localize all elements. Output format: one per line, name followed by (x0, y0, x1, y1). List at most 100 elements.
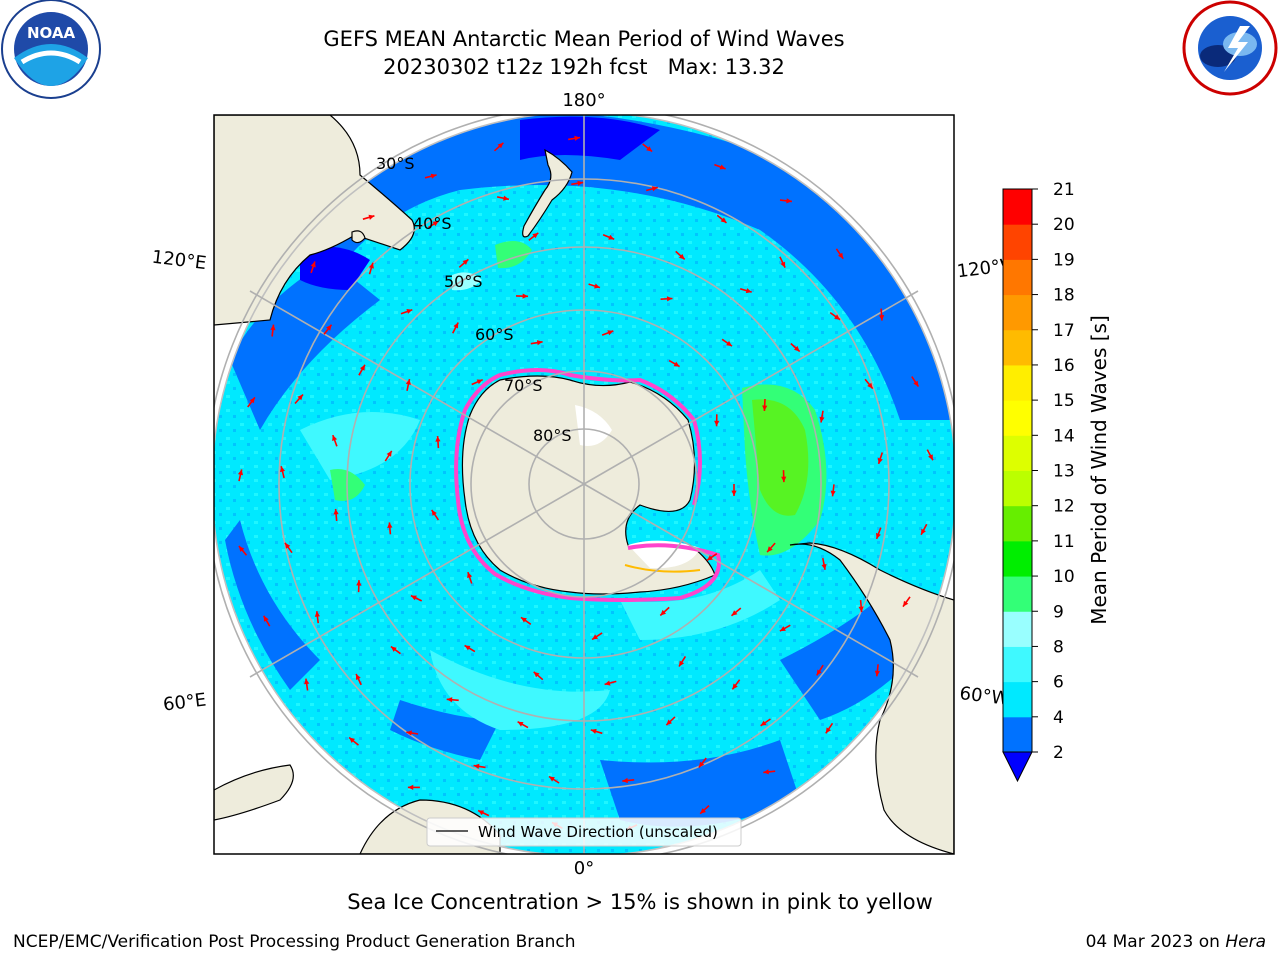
colorbar-band (1003, 329, 1032, 366)
lon-label-upper-left: 120°E (151, 247, 208, 275)
wave-direction-arrowhead (666, 296, 673, 302)
wave-direction-arrowhead (464, 645, 471, 651)
wave-direction-arrowhead (446, 697, 453, 703)
new-zealand (522, 148, 573, 238)
wave-direction-arrowhead (574, 135, 581, 141)
wave-direction-arrowhead (874, 670, 880, 677)
wave-direction-arrowhead (356, 674, 361, 680)
run-date: 04 Mar 2023 on Hera (1086, 932, 1266, 952)
colorbar-band (1003, 364, 1032, 401)
wave-direction-arrowhead (903, 600, 909, 607)
wave-direction-arrowhead (577, 180, 584, 186)
wave-direction-arrowhead (622, 777, 628, 784)
wave-direction-arrowhead (590, 728, 597, 734)
wave-direction-arrowhead (786, 198, 792, 204)
tasmania (351, 230, 366, 244)
colorbar-band (1003, 646, 1032, 683)
wave-direction-arrowhead (731, 610, 738, 616)
noaa-logo-label: NOAA (27, 24, 76, 42)
wave-direction-arrowhead (304, 678, 310, 685)
wave-direction-arrowhead (410, 595, 417, 601)
wave-direction-arrowhead (700, 808, 706, 814)
colorbar-band (1003, 259, 1032, 296)
wave-direction-arrowhead (349, 737, 355, 743)
wave-direction-arrowhead (762, 405, 768, 411)
wave-direction-arrowhead (928, 454, 933, 461)
colorbar-band (1003, 576, 1032, 612)
wave-direction-arrowhead (536, 340, 543, 346)
wave-direction-arrowhead (780, 261, 786, 268)
lat-label: 80°S (533, 426, 572, 445)
colorbar-band (1003, 294, 1032, 331)
wave-direction-arrowhead (678, 253, 685, 260)
wave-direction-arrowhead (781, 476, 787, 483)
wave-direction-arrowhead (270, 324, 276, 331)
wave-direction-arrowhead (285, 542, 291, 549)
wave-direction-arrowhead (390, 646, 397, 652)
colorbar-band (1003, 224, 1032, 260)
colorbar-tick-label: 13 (1053, 462, 1075, 482)
wave-direction-arrowhead (406, 309, 413, 314)
wave-direction-arrowhead (838, 252, 844, 259)
wave-direction-arrowhead (608, 234, 615, 240)
noaa-logo: NOAA (1, 0, 101, 99)
wave-direction-arrowhead (830, 490, 836, 497)
wave-direction-arrowhead (360, 364, 365, 371)
colorbar-tick-label: 16 (1053, 356, 1075, 376)
wave-direction-arrowhead (921, 528, 926, 535)
colorbar-band (1003, 505, 1032, 542)
wave-direction-arrowhead (651, 186, 658, 192)
madagascar (214, 764, 294, 821)
colorbar-bands (1003, 189, 1032, 753)
colorbar-label: Mean Period of Wind Waves [s] (1087, 315, 1111, 625)
wave-direction-arrowhead (858, 606, 864, 613)
lon-label-lower-left: 60°E (162, 689, 208, 715)
colorbar-tick-label: 14 (1053, 426, 1075, 446)
machine-name: Hera (1225, 932, 1266, 952)
wave-direction-arrowhead (326, 324, 332, 331)
colorbar-tick-label: 15 (1053, 391, 1075, 411)
wave-direction-arrowhead (517, 721, 524, 727)
graticule (214, 115, 954, 854)
wave-direction-arrowhead (387, 522, 393, 528)
colorbar-band (1003, 681, 1032, 718)
map-area: Wind Wave Direction (unscaled) (214, 115, 954, 854)
legend: Wind Wave Direction (unscaled) (426, 817, 742, 847)
wave-direction-arrowhead (819, 416, 825, 423)
nws-logo (1182, 0, 1278, 96)
colorbar-band (1003, 540, 1032, 577)
wave-direction-arrowhead (604, 680, 611, 686)
wave-direction-arrowhead (726, 340, 732, 347)
wave-direction-arrowhead (594, 283, 600, 289)
lightning-icon (1224, 26, 1250, 72)
wave-direction-arrowhead (876, 532, 881, 539)
colorbar-band (1003, 611, 1032, 647)
wave-direction-arrowhead (720, 217, 727, 223)
wave-direction-arrowhead (732, 683, 738, 690)
wave-direction-arrowhead (745, 288, 752, 294)
wave-direction-arrowhead (879, 315, 885, 321)
colorbar-band (1003, 716, 1032, 753)
colorbar-band (1003, 435, 1032, 471)
lat-label: 30°S (376, 154, 415, 173)
colorbar-extend-arrow (1002, 751, 1033, 783)
latitude-labels: 30°S 40°S 50°S 60°S 70°S 80°S (376, 154, 572, 445)
wave-direction-arrowhead (731, 490, 737, 496)
colorbar-band (1003, 470, 1032, 507)
colorbar-tick-label: 10 (1053, 567, 1075, 587)
wave-direction-arrowhead (666, 719, 672, 726)
wave-direction-arrowhead (310, 261, 316, 268)
wave-direction-arrowhead (698, 761, 705, 768)
colorbar-band (1003, 189, 1032, 225)
wave-direction-arrowhead (719, 164, 726, 170)
wave-direction-arrowhead (407, 784, 414, 790)
wave-direction-arrowhead (368, 214, 375, 220)
wave-direction-arrowhead (767, 546, 773, 553)
chart-title: GEFS MEAN Antarctic Mean Period of Wind … (323, 27, 845, 51)
wave-direction-arrowhead (238, 546, 245, 552)
colorbar-tick-label: 11 (1053, 532, 1075, 552)
wave-direction-arrowhead (332, 435, 338, 441)
wave-direction-arrowhead (706, 555, 713, 561)
run-date-text: 04 Mar 2023 on (1085, 932, 1220, 952)
